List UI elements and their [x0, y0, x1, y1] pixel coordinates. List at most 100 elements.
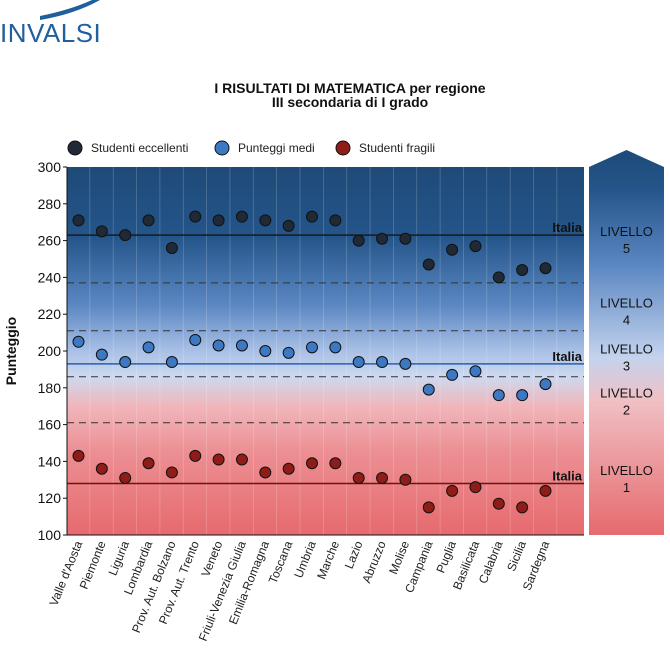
data-point	[95, 348, 108, 361]
data-point	[119, 471, 132, 484]
data-point	[469, 240, 482, 253]
legend-label: Studenti eccellenti	[91, 141, 188, 155]
data-point	[306, 341, 318, 354]
data-point	[399, 357, 412, 370]
italia-reference-label: Italia	[552, 349, 582, 364]
data-point	[142, 457, 155, 470]
y-tick-label: 280	[38, 196, 62, 212]
italia-reference-label: Italia	[552, 468, 582, 483]
data-point	[165, 466, 178, 479]
y-tick-label: 140	[38, 453, 62, 469]
data-point	[329, 457, 342, 470]
data-point	[282, 462, 295, 475]
data-point	[282, 219, 295, 232]
data-point	[212, 339, 225, 352]
data-point	[212, 214, 225, 227]
data-point	[329, 214, 342, 227]
data-point	[469, 481, 482, 494]
data-point	[446, 484, 459, 497]
level-label: LIVELLO	[600, 342, 653, 357]
data-point	[142, 214, 155, 227]
data-point	[376, 471, 389, 484]
chart-subtitle: III secondaria di I grado	[271, 94, 429, 110]
italia-reference-label: Italia	[552, 220, 582, 235]
data-point	[95, 225, 108, 238]
legend-marker	[214, 140, 230, 156]
x-tick-label: Lazio	[342, 539, 366, 571]
data-point	[516, 501, 529, 514]
x-tick-label: Valle d'Aosta	[47, 539, 86, 608]
data-point	[352, 471, 365, 484]
y-tick-label: 100	[38, 527, 62, 543]
x-tick-label: Molise	[386, 539, 412, 577]
y-tick-label: 180	[38, 380, 62, 396]
legend-marker	[67, 140, 83, 156]
level-number: 3	[623, 359, 630, 374]
data-point	[422, 383, 435, 396]
y-tick-label: 200	[38, 343, 62, 359]
data-point	[306, 457, 318, 470]
legend-label: Studenti fragili	[359, 141, 435, 155]
data-point	[539, 378, 552, 391]
legend-label: Punteggi medi	[238, 141, 315, 155]
y-tick-label: 160	[38, 417, 62, 433]
data-point	[189, 449, 202, 462]
data-point	[516, 389, 529, 402]
data-point	[469, 365, 482, 378]
level-number: 1	[623, 480, 630, 495]
data-point	[352, 356, 365, 369]
data-point	[422, 258, 435, 271]
data-point	[539, 262, 552, 275]
level-panel	[589, 150, 664, 535]
x-tick-label: Puglia	[433, 539, 459, 575]
data-point	[165, 356, 178, 369]
data-point	[189, 333, 202, 346]
data-point	[492, 389, 505, 402]
data-point	[119, 229, 132, 242]
logo-swoosh	[40, 0, 100, 20]
chart-title: I RISULTATI DI MATEMATICA per regione	[214, 80, 486, 96]
data-point	[539, 484, 552, 497]
data-point	[399, 473, 412, 486]
data-point	[352, 234, 365, 247]
data-point	[422, 501, 435, 514]
data-point	[492, 497, 505, 510]
data-point	[72, 335, 85, 348]
data-point	[212, 453, 225, 466]
data-point	[259, 214, 272, 227]
data-point	[376, 232, 389, 245]
level-label: LIVELLO	[600, 386, 653, 401]
level-label: LIVELLO	[600, 224, 653, 239]
level-label: LIVELLO	[600, 463, 653, 478]
data-point	[142, 341, 155, 354]
data-point	[235, 210, 248, 223]
level-number: 2	[623, 403, 630, 418]
y-tick-label: 220	[38, 306, 62, 322]
y-tick-label: 120	[38, 490, 62, 506]
data-point	[72, 449, 85, 462]
data-point	[165, 241, 178, 254]
data-point	[235, 339, 248, 352]
data-point	[516, 264, 529, 277]
y-tick-label: 260	[38, 233, 62, 249]
data-point	[446, 368, 459, 381]
data-point	[259, 345, 272, 357]
x-tick-label: Sicilia	[504, 539, 529, 574]
data-point	[446, 243, 459, 256]
data-point	[329, 341, 342, 354]
data-point	[399, 232, 412, 245]
invalsi-logo: INVALSI	[0, 0, 110, 50]
y-tick-label: 300	[38, 159, 62, 175]
data-point	[189, 210, 202, 223]
legend-marker	[335, 140, 351, 156]
level-label: LIVELLO	[600, 296, 653, 311]
data-point	[376, 356, 389, 369]
logo-text: INVALSI	[0, 18, 102, 48]
level-number: 5	[623, 241, 630, 256]
y-tick-label: 240	[38, 269, 62, 285]
y-axis-label: Punteggio	[3, 317, 19, 385]
data-point	[235, 453, 248, 466]
data-point	[282, 346, 295, 359]
data-point	[95, 462, 108, 475]
data-point	[72, 214, 85, 227]
